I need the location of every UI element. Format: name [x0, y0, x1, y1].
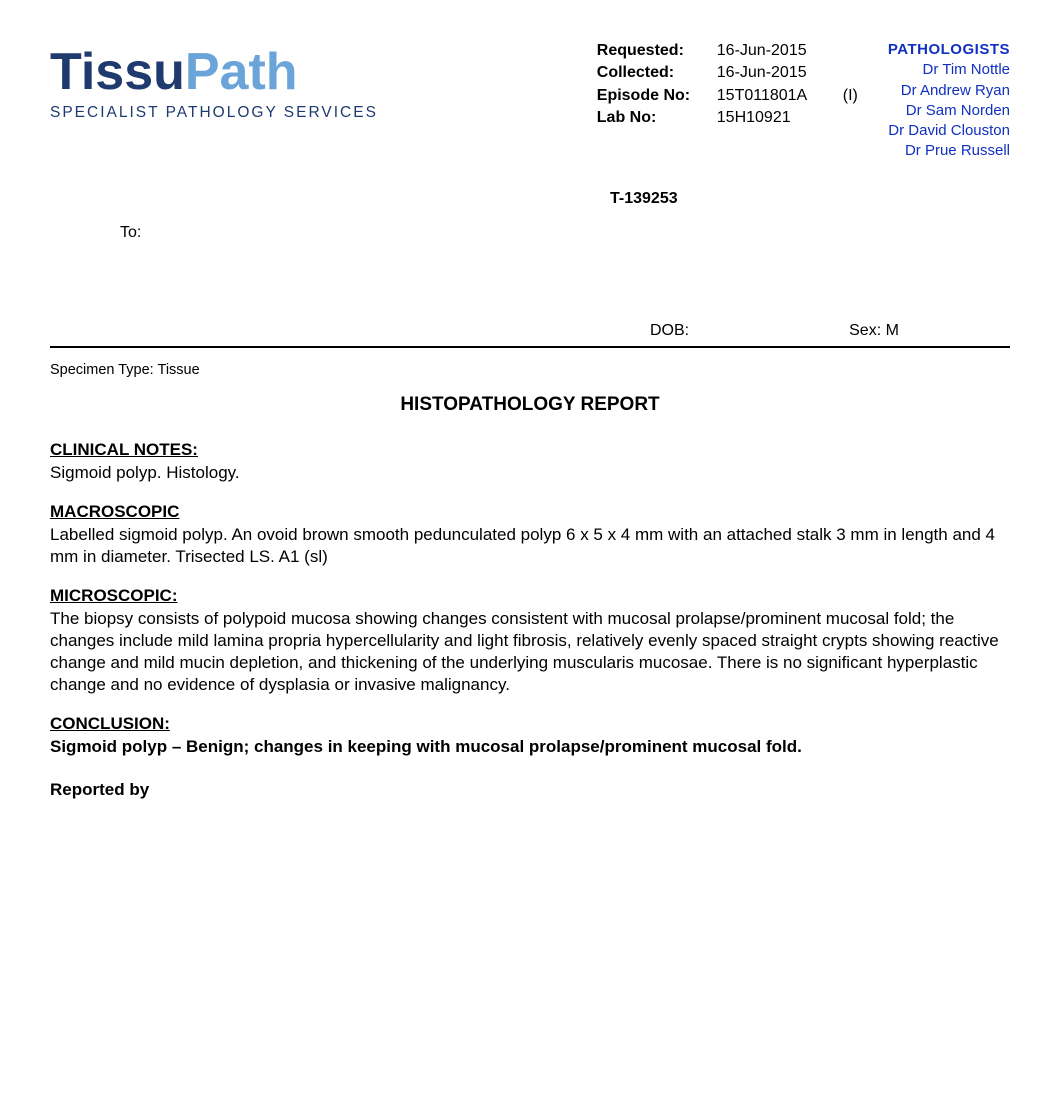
meta-row-requested: Requested: 16-Jun-2015 [597, 40, 858, 62]
specimen-type-label: Specimen Type: [50, 362, 154, 378]
specimen-type: Specimen Type: Tissue [50, 362, 1010, 378]
meta-suffix: (I) [837, 85, 858, 107]
sex-label: Sex: M [849, 322, 899, 340]
patient-info-row: DOB: Sex: M [50, 322, 1010, 348]
meta-label: Collected: [597, 62, 717, 84]
sex-value: M [886, 322, 899, 339]
pathologist-name: Dr Tim Nottle [888, 60, 1010, 80]
pathologist-name: Dr Sam Norden [888, 101, 1010, 121]
logo-word-part1: Tissu [50, 43, 185, 101]
section-heading-macroscopic: MACROSCOPIC [50, 502, 1010, 522]
logo-block: TissuPath SPECIALIST PATHOLOGY SERVICES [50, 40, 378, 122]
section-text-microscopic: The biopsy consists of polypoid mucosa s… [50, 608, 1010, 696]
pathologists-heading: PATHOLOGISTS [888, 40, 1010, 60]
header: TissuPath SPECIALIST PATHOLOGY SERVICES … [50, 40, 1010, 162]
logo-subtitle: SPECIALIST PATHOLOGY SERVICES [50, 104, 378, 122]
section-heading-microscopic: MICROSCOPIC: [50, 586, 1010, 606]
reported-by-label: Reported by [50, 780, 1010, 800]
meta-value: 15H10921 [717, 107, 837, 129]
t-number: T-139253 [610, 190, 1010, 208]
to-label: To: [120, 224, 1010, 242]
meta-value: 16-Jun-2015 [717, 40, 837, 62]
meta-label: Episode No: [597, 85, 717, 107]
pathologist-name: Dr Andrew Ryan [888, 81, 1010, 101]
dob-label: DOB: [650, 322, 689, 340]
pathologists-block: PATHOLOGISTS Dr Tim Nottle Dr Andrew Rya… [888, 40, 1010, 162]
section-heading-clinical: CLINICAL NOTES: [50, 440, 1010, 460]
section-heading-conclusion: CONCLUSION: [50, 714, 1010, 734]
logo-word-part2: Path [185, 43, 298, 101]
meta-row-lab: Lab No: 15H10921 [597, 107, 858, 129]
report-title: HISTOPATHOLOGY REPORT [50, 394, 1010, 416]
meta-block: Requested: 16-Jun-2015 Collected: 16-Jun… [418, 40, 1010, 162]
meta-value: 15T011801A [717, 85, 837, 107]
sex-label-text: Sex: [849, 322, 881, 339]
report-page: TissuPath SPECIALIST PATHOLOGY SERVICES … [0, 0, 1060, 840]
meta-label: Lab No: [597, 107, 717, 129]
meta-table: Requested: 16-Jun-2015 Collected: 16-Jun… [597, 40, 858, 162]
meta-label: Requested: [597, 40, 717, 62]
meta-row-episode: Episode No: 15T011801A (I) [597, 85, 858, 107]
section-text-clinical: Sigmoid polyp. Histology. [50, 462, 1010, 484]
meta-row-collected: Collected: 16-Jun-2015 [597, 62, 858, 84]
pathologist-name: Dr Prue Russell [888, 141, 1010, 161]
meta-value: 16-Jun-2015 [717, 62, 837, 84]
section-text-macroscopic: Labelled sigmoid polyp. An ovoid brown s… [50, 524, 1010, 568]
pathologist-name: Dr David Clouston [888, 121, 1010, 141]
specimen-type-value: Tissue [158, 362, 200, 378]
section-text-conclusion: Sigmoid polyp – Benign; changes in keepi… [50, 736, 1010, 758]
logo-word: TissuPath [50, 46, 378, 98]
